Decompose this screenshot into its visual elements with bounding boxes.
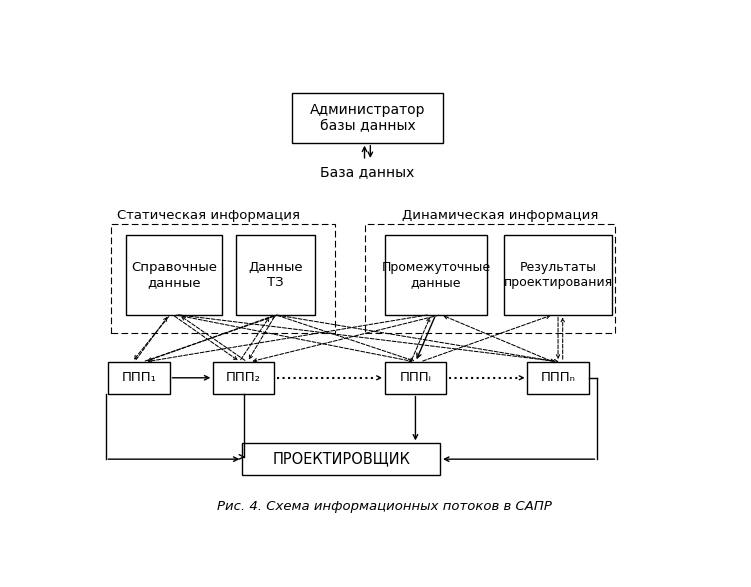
Text: ППП₂: ППП₂ (226, 372, 261, 384)
Bar (527, 362, 589, 394)
Text: Результаты
проектирования: Результаты проектирования (503, 261, 613, 289)
Bar (213, 362, 274, 394)
Bar (126, 235, 222, 315)
Bar (111, 224, 336, 333)
Text: Рис. 4. Схема информационных потоков в САПР: Рис. 4. Схема информационных потоков в С… (218, 500, 552, 514)
Bar (385, 362, 446, 394)
Bar (243, 443, 440, 475)
Text: ПППₙ: ПППₙ (541, 372, 575, 384)
Text: Справочные
данные: Справочные данные (131, 261, 217, 289)
Bar (292, 93, 443, 143)
Text: Динамическая информация: Динамическая информация (403, 209, 599, 222)
Text: ПРОЕКТИРОВЩИК: ПРОЕКТИРОВЩИК (273, 451, 410, 467)
Text: ППП₁: ППП₁ (122, 372, 156, 384)
Text: Статическая информация: Статическая информация (117, 209, 300, 222)
Bar (108, 362, 170, 394)
Text: Промежуточные
данные: Промежуточные данные (382, 261, 490, 289)
Bar (504, 235, 612, 315)
Text: База данных: База данных (320, 165, 415, 179)
Bar (364, 224, 615, 333)
Text: Администратор
базы данных: Администратор базы данных (309, 103, 425, 133)
Text: Данные
ТЗ: Данные ТЗ (249, 261, 303, 289)
Text: ПППᵢ: ПППᵢ (400, 372, 431, 384)
Bar (237, 235, 315, 315)
Bar (385, 235, 487, 315)
